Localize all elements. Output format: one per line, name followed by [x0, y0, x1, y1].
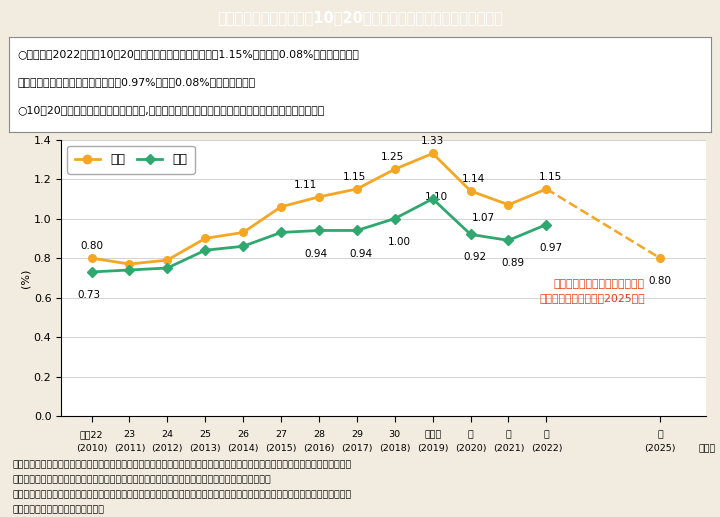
Text: 25: 25	[199, 430, 211, 439]
Text: ３: ３	[505, 430, 511, 439]
Text: 24: 24	[161, 430, 174, 439]
Text: 0.92: 0.92	[463, 252, 486, 263]
Text: 1.15: 1.15	[539, 172, 562, 182]
Text: (2022): (2022)	[531, 444, 562, 453]
Text: (2020): (2020)	[455, 444, 486, 453]
Legend: 女性, 男性: 女性, 男性	[68, 146, 195, 174]
Text: (2014): (2014)	[228, 444, 259, 453]
Text: 0.73: 0.73	[77, 290, 100, 300]
Text: 1.14: 1.14	[462, 174, 485, 184]
Text: (2012): (2012)	[152, 444, 183, 453]
Text: 1.10: 1.10	[426, 192, 449, 202]
Text: (2018): (2018)	[379, 444, 410, 453]
Text: (2021): (2021)	[492, 444, 524, 453]
Text: (2025): (2025)	[644, 444, 676, 453]
Text: 1.15: 1.15	[343, 172, 366, 182]
Text: 平成22: 平成22	[80, 430, 103, 439]
Text: 同年代男性の転出超過数の割合は0.97%　（同0.08%ポイント増）。: 同年代男性の転出超過数の割合は0.97% （同0.08%ポイント増）。	[17, 77, 255, 87]
Text: (2011): (2011)	[114, 444, 145, 453]
Text: 0.94: 0.94	[305, 249, 328, 258]
Text: 27: 27	[275, 430, 287, 439]
Text: (2013): (2013)	[189, 444, 221, 453]
Text: （年）: （年）	[699, 444, 716, 453]
Text: 26: 26	[237, 430, 249, 439]
Text: （備考）　１．総務省「住民基本台帳人口移動報告」及び「住民基本台帳に基づく人口、人口動態及び世帯数」より内閣府で算出。: （備考） １．総務省「住民基本台帳人口移動報告」及び「住民基本台帳に基づく人口、…	[12, 460, 351, 469]
Text: 0.89: 0.89	[501, 258, 524, 268]
Text: ○10～20代女性の転出超過数の割合は,同年代男性の転出超過数の割合より高い状態が続いている。: ○10～20代女性の転出超過数の割合は,同年代男性の転出超過数の割合より高い状態…	[17, 105, 324, 115]
Text: ２: ２	[468, 430, 474, 439]
Text: 令和元: 令和元	[424, 430, 441, 439]
Text: 28: 28	[313, 430, 325, 439]
Text: ２．三大都市圏（東京圏、名古屋圏及び関西圏）を除く道県の対前年転出増加数を算出。: ２．三大都市圏（東京圏、名古屋圏及び関西圏）を除く道県の対前年転出増加数を算出。	[12, 475, 271, 484]
Y-axis label: (%): (%)	[21, 268, 31, 287]
Text: 0.80: 0.80	[649, 276, 672, 286]
Text: ４: ４	[544, 430, 549, 439]
Text: 0.80: 0.80	[80, 241, 103, 251]
Text: ３－２図　地域における10～20代の人口に対する転出超過数の割合: ３－２図 地域における10～20代の人口に対する転出超過数の割合	[217, 10, 503, 25]
Text: (2017): (2017)	[341, 444, 373, 453]
Text: (2015): (2015)	[265, 444, 297, 453]
Text: ３．東京圏は埼玉県、千葉県、東京都及び神奈川県、名古屋圏は岐阜県、愛知県及び三重県、関西圏は京都府、大阪府、: ３．東京圏は埼玉県、千葉県、東京都及び神奈川県、名古屋圏は岐阜県、愛知県及び三重…	[12, 490, 351, 499]
Text: ７: ７	[657, 430, 663, 439]
Text: 兵庫県及び奈良県。: 兵庫県及び奈良県。	[12, 506, 104, 514]
Text: 0.97: 0.97	[539, 242, 562, 253]
Text: 1.07: 1.07	[472, 213, 495, 223]
Text: (2016): (2016)	[303, 444, 335, 453]
Text: 1.33: 1.33	[421, 136, 444, 146]
Text: 23: 23	[123, 430, 135, 439]
Text: 29: 29	[351, 430, 363, 439]
Text: 1.11: 1.11	[294, 180, 317, 190]
Text: (2019): (2019)	[417, 444, 449, 453]
Text: 1.00: 1.00	[387, 237, 410, 247]
Text: (2010): (2010)	[76, 444, 107, 453]
Text: 0.94: 0.94	[349, 249, 372, 258]
Text: 30: 30	[389, 430, 401, 439]
Text: 1.25: 1.25	[380, 153, 404, 162]
Text: （第５次男女共同参画基本計画
における成果目標）（2025年）: （第５次男女共同参画基本計画 における成果目標）（2025年）	[539, 279, 645, 303]
Text: ○令和４（2022）年の10～20代女性の転出超過数の割合は1.15%（前年比0.08%ポイント増）、: ○令和４（2022）年の10～20代女性の転出超過数の割合は1.15%（前年比0…	[17, 49, 359, 58]
